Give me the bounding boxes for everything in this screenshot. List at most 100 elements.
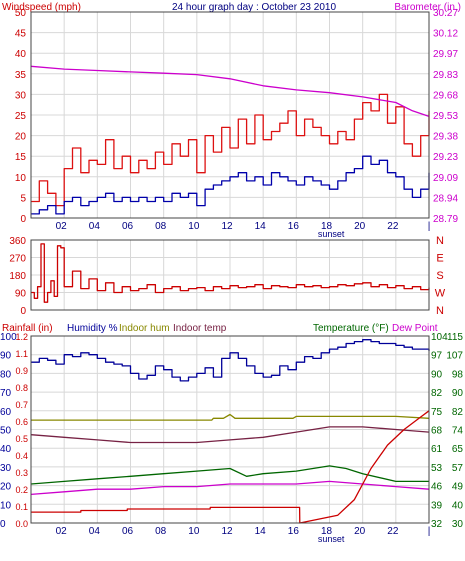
climate-panel-sunset-label: sunset — [318, 534, 345, 544]
rainfall-label: Rainfall (in) — [2, 323, 53, 334]
humidity-line — [31, 339, 430, 382]
temperature-y-tick: 39 — [431, 500, 443, 511]
graph-title: 24 hour graph day : October 23 2010 — [172, 2, 336, 13]
temperature-y2-tick: 90 — [452, 388, 464, 399]
direction-y-tick: 90 — [15, 289, 27, 300]
wind-panel-x-tick: 12 — [221, 221, 233, 232]
barometer-y-tick: 29.09 — [433, 173, 458, 184]
indoor-temp-label: Indoor temp — [173, 323, 227, 334]
temperature-label: Temperature (°F) — [313, 323, 389, 334]
rainfall-y-tick: 1.1 — [15, 349, 28, 359]
temperature-y2-tick: 98 — [452, 369, 464, 380]
humidity-y-tick: 60 — [0, 407, 12, 418]
barometer-y-tick: 29.83 — [433, 70, 458, 81]
climate-panel-x-tick-end: | — [428, 526, 431, 537]
humidity-y-tick: 40 — [0, 444, 12, 455]
humidity-y-tick: 80 — [0, 369, 12, 380]
temperature-y2-tick: 107 — [446, 351, 463, 362]
humidity-label: Humidity % — [67, 323, 118, 334]
temperature-y2-tick: 82 — [452, 407, 464, 418]
temperature-y-tick: 53 — [431, 463, 443, 474]
wind-panel-x-tick-end: | — [428, 221, 431, 232]
wind-panel-x-tick: 14 — [255, 221, 267, 232]
temperature-y-tick: 82 — [431, 388, 443, 399]
wind-panel-x-tick: 22 — [387, 221, 399, 232]
wind-direction-line — [31, 243, 430, 303]
rain-line — [31, 410, 430, 524]
rainfall-y-tick: 0.1 — [15, 502, 28, 512]
climate-panel-x-tick: 18 — [321, 526, 333, 537]
windspeed-y-tick: 50 — [15, 8, 27, 19]
series-layer — [30, 65, 430, 524]
barometer-y-tick: 30.27 — [433, 8, 458, 19]
wind-panel-x-tick: 02 — [56, 221, 68, 232]
rainfall-y-tick: 0.5 — [15, 434, 28, 444]
temperature-y-tick: 104 — [431, 332, 448, 343]
temperature-y-tick: 97 — [431, 351, 443, 362]
climate-panel-x-tick: 02 — [56, 526, 68, 537]
windspeed-y-tick: 15 — [15, 152, 27, 163]
climate-panel-x-tick: 04 — [89, 526, 101, 537]
temperature-y-tick: 32 — [431, 519, 443, 530]
frame-layer — [30, 11, 430, 524]
climate-panel-x-tick: 16 — [288, 526, 300, 537]
windspeed-y-tick: 40 — [15, 49, 27, 60]
wind-panel-x-tick: 06 — [122, 221, 134, 232]
barometer-y-tick: 29.38 — [433, 132, 458, 143]
humidity-y-tick: 100 — [0, 332, 17, 343]
indoor_hum-line — [31, 413, 430, 421]
temperature-y2-tick: 30 — [452, 519, 464, 530]
temperature-y2-tick: 57 — [452, 463, 464, 474]
windspeed-y-tick: 25 — [15, 111, 27, 122]
climate-panel-x-tick: 14 — [255, 526, 267, 537]
humidity-y-tick: 20 — [0, 482, 12, 493]
barometer-y-tick: 28.79 — [433, 214, 458, 225]
compass-label: N — [436, 235, 444, 247]
humidity-y-tick: 10 — [0, 500, 12, 511]
climate-panel-x-tick: 10 — [188, 526, 200, 537]
wind-panel-frame — [30, 11, 430, 219]
wind-panel-x-tick: 16 — [288, 221, 300, 232]
barometer-y-tick: 28.94 — [433, 193, 458, 204]
temperature-y-tick: 75 — [431, 407, 443, 418]
climate-panel-x-tick: 06 — [122, 526, 134, 537]
climate-panel-frame — [30, 335, 430, 524]
indoor-hum-label: Indoor hum — [119, 323, 170, 334]
humidity-y-tick: 0 — [0, 519, 6, 530]
temperature-y-tick: 61 — [431, 444, 443, 455]
climate-panel-x-tick: 22 — [387, 526, 399, 537]
dewpoint-label: Dew Point — [392, 323, 438, 334]
windspeed-y-tick: 45 — [15, 29, 27, 40]
barometer-y-tick: 29.23 — [433, 152, 458, 163]
wind-panel-x-tick: 18 — [321, 221, 333, 232]
wind-panel-x-tick: 04 — [89, 221, 101, 232]
temperature-y-tick: 68 — [431, 426, 443, 437]
rainfall-y-tick: 0.3 — [15, 468, 28, 478]
windspeed-y-tick: 10 — [15, 173, 27, 184]
direction-y-tick: 360 — [9, 236, 26, 247]
rainfall-y-tick: 0.9 — [15, 366, 28, 376]
temperature-line — [30, 465, 429, 485]
direction-y-tick: 270 — [9, 254, 26, 265]
temperature-y2-tick: 74 — [452, 426, 464, 437]
temperature-y-tick: 46 — [431, 482, 443, 493]
tick-label-layer: 0 5 10 15 20 25 30 35 40 45 50 28.79 28.94 29.09 29.23… — [0, 8, 463, 544]
windspeed-y-tick: 20 — [15, 132, 27, 143]
compass-label: E — [436, 253, 443, 265]
humidity-y-tick: 90 — [0, 351, 12, 362]
compass-label: N — [436, 305, 444, 317]
temperature-y2-tick: 40 — [452, 500, 464, 511]
wind-panel-x-tick: 10 — [188, 221, 200, 232]
wind-panel-x-tick: 08 — [155, 221, 167, 232]
climate-panel-x-tick: 12 — [221, 526, 233, 537]
compass-label: W — [435, 288, 446, 300]
temperature-y2-tick: 49 — [452, 482, 464, 493]
climate-panel-x-tick: 20 — [354, 526, 366, 537]
rainfall-y-tick: 0.0 — [15, 519, 28, 529]
windspeed-axis-label: Windspeed (mph) — [2, 2, 81, 13]
temperature-y2-tick: 115 — [447, 332, 463, 343]
compass-label: S — [436, 270, 443, 282]
barometer-y-tick: 29.53 — [433, 111, 458, 122]
barometer-y-tick: 29.97 — [433, 49, 458, 60]
